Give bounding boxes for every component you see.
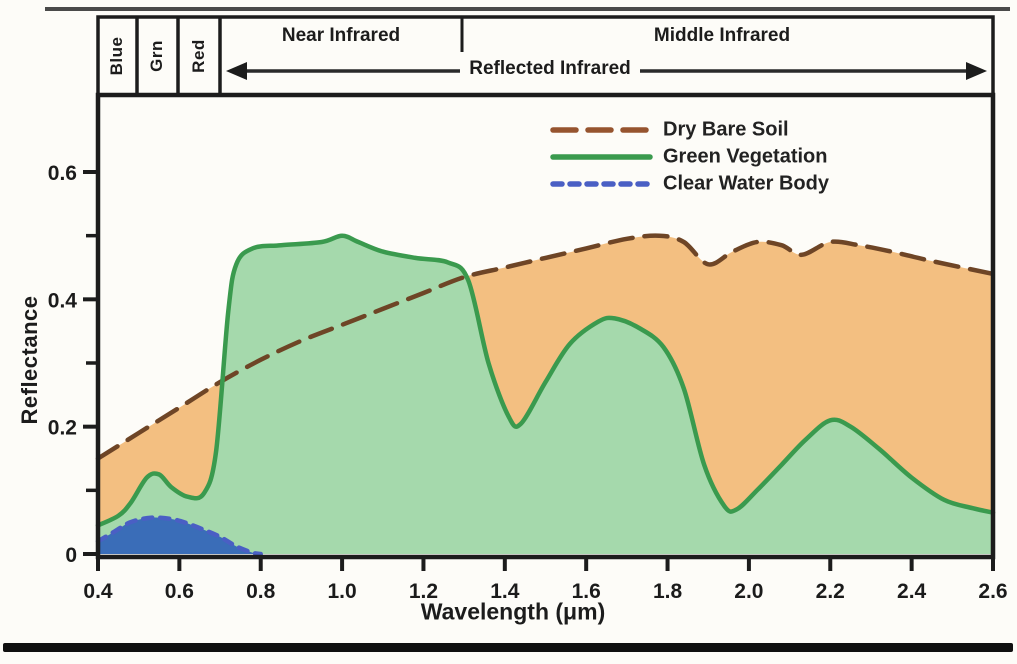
y-tick-label: 0.4 xyxy=(48,289,78,312)
legend-label-clear-water-body: Clear Water Body xyxy=(663,172,829,195)
legend-label-green-vegetation: Green Vegetation xyxy=(663,145,828,168)
x-tick-label: 1.6 xyxy=(572,580,601,603)
y-axis-title: Reflectance xyxy=(17,295,42,425)
legend-label-dry-bare-soil: Dry Bare Soil xyxy=(663,118,789,141)
x-tick-label: 2.6 xyxy=(978,580,1007,603)
line-dry-bare-soil xyxy=(95,233,996,461)
series-lines xyxy=(95,233,996,557)
bottom-rule xyxy=(3,643,1013,652)
band-label-middle-infrared: Middle Infrared xyxy=(653,25,791,46)
x-tick-label: 1.8 xyxy=(653,580,683,603)
y-tick-label: 0.2 xyxy=(48,417,77,440)
x-tick-label: 0.8 xyxy=(246,580,276,603)
series-fills xyxy=(98,235,993,555)
x-tick-label: 2.0 xyxy=(734,580,763,603)
band-label-near-infrared: Near Infrared xyxy=(281,25,401,46)
line-green-vegetation xyxy=(95,233,996,528)
legend-swatches xyxy=(550,127,653,187)
band-label-red: Red xyxy=(189,39,208,73)
x-tick-label: 1.4 xyxy=(490,580,520,603)
band-label-blue: Blue xyxy=(107,36,126,76)
x-tick-label: 0.6 xyxy=(165,580,194,603)
band-label-green: Grn xyxy=(147,40,166,72)
fill-green-vegetation xyxy=(98,235,993,554)
arrowhead-left-icon xyxy=(226,62,247,80)
arrowhead-right-icon xyxy=(966,62,987,80)
top-rule xyxy=(45,7,1010,11)
line-clear-water-body xyxy=(95,515,263,557)
x-tick-label: 1.0 xyxy=(327,580,356,603)
y-tick-label: 0 xyxy=(65,544,77,567)
x-tick-label: 1.2 xyxy=(409,580,438,603)
fill-clear-water-body xyxy=(98,517,261,554)
x-tick-label: 0.4 xyxy=(83,580,113,603)
y-tick-label: 0.6 xyxy=(48,162,77,185)
band-box xyxy=(96,15,995,97)
band-label-reflected-infrared: Reflected Infrared xyxy=(469,58,631,79)
x-tick-label: 2.4 xyxy=(897,580,927,603)
x-tick-label: 2.2 xyxy=(816,580,845,603)
axis-ticks: 0.4 0.6 0.8 1.0 1.2 1.4 1.6 1.8 2.0 2.2 2.4 2.6 0 0.2… xyxy=(48,162,1008,603)
spectral-band-strip xyxy=(96,15,995,97)
x-axis-title: Wavelength (μm) xyxy=(420,598,606,625)
